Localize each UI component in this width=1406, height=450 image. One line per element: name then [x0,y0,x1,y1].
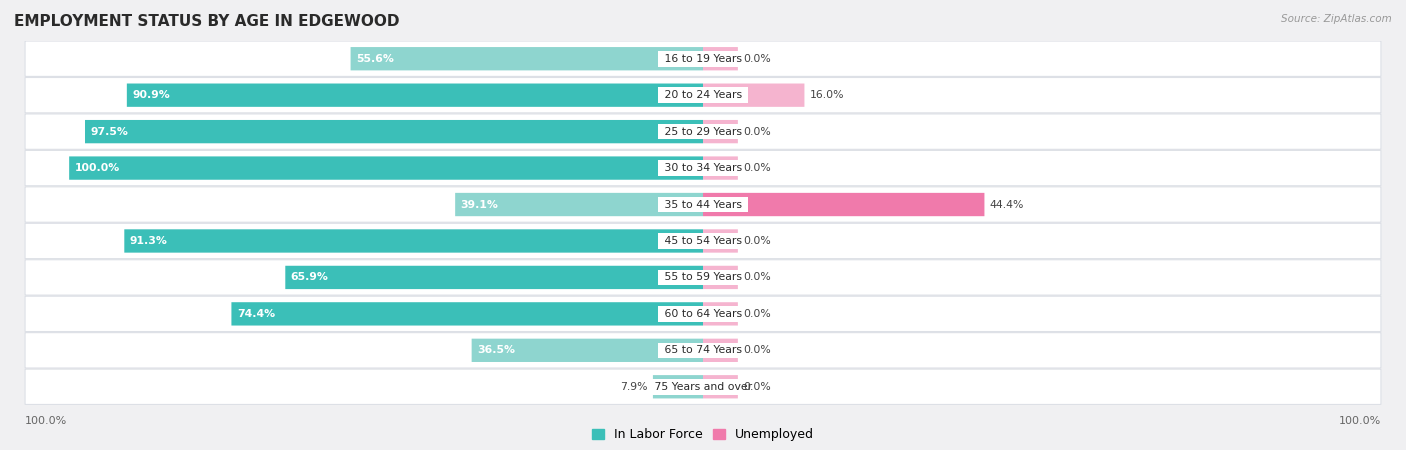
FancyBboxPatch shape [25,333,1381,368]
Text: 0.0%: 0.0% [744,163,770,173]
Text: 0.0%: 0.0% [744,309,770,319]
Legend: In Labor Force, Unemployed: In Labor Force, Unemployed [586,423,820,446]
FancyBboxPatch shape [25,296,1381,332]
Text: 100.0%: 100.0% [75,163,120,173]
FancyBboxPatch shape [703,375,738,398]
Text: 100.0%: 100.0% [1339,416,1381,426]
Text: Source: ZipAtlas.com: Source: ZipAtlas.com [1281,14,1392,23]
Text: 74.4%: 74.4% [238,309,276,319]
Text: 0.0%: 0.0% [744,272,770,283]
FancyBboxPatch shape [703,339,738,362]
Text: 39.1%: 39.1% [461,199,499,210]
FancyBboxPatch shape [471,339,703,362]
Text: 65 to 74 Years: 65 to 74 Years [661,345,745,356]
FancyBboxPatch shape [25,260,1381,295]
Text: 7.9%: 7.9% [620,382,647,392]
Text: 30 to 34 Years: 30 to 34 Years [661,163,745,173]
Text: 36.5%: 36.5% [477,345,515,356]
Text: 55.6%: 55.6% [356,54,394,64]
FancyBboxPatch shape [25,369,1381,405]
Text: 55 to 59 Years: 55 to 59 Years [661,272,745,283]
Text: 90.9%: 90.9% [132,90,170,100]
Text: 44.4%: 44.4% [990,199,1025,210]
FancyBboxPatch shape [25,150,1381,186]
Text: 65.9%: 65.9% [291,272,329,283]
FancyBboxPatch shape [84,120,703,143]
FancyBboxPatch shape [25,187,1381,222]
Text: 25 to 29 Years: 25 to 29 Years [661,126,745,137]
FancyBboxPatch shape [703,157,738,180]
FancyBboxPatch shape [703,266,738,289]
FancyBboxPatch shape [703,47,738,70]
FancyBboxPatch shape [456,193,703,216]
FancyBboxPatch shape [25,114,1381,149]
FancyBboxPatch shape [25,41,1381,76]
FancyBboxPatch shape [127,84,703,107]
Text: 100.0%: 100.0% [25,416,67,426]
FancyBboxPatch shape [703,120,738,143]
FancyBboxPatch shape [25,223,1381,259]
Text: 0.0%: 0.0% [744,382,770,392]
FancyBboxPatch shape [25,77,1381,113]
FancyBboxPatch shape [69,157,703,180]
FancyBboxPatch shape [703,84,804,107]
Text: 16.0%: 16.0% [810,90,845,100]
FancyBboxPatch shape [703,302,738,325]
Text: 20 to 24 Years: 20 to 24 Years [661,90,745,100]
Text: 16 to 19 Years: 16 to 19 Years [661,54,745,64]
FancyBboxPatch shape [350,47,703,70]
Text: 45 to 54 Years: 45 to 54 Years [661,236,745,246]
FancyBboxPatch shape [703,193,984,216]
Text: 75 Years and over: 75 Years and over [651,382,755,392]
Text: 91.3%: 91.3% [129,236,167,246]
Text: EMPLOYMENT STATUS BY AGE IN EDGEWOOD: EMPLOYMENT STATUS BY AGE IN EDGEWOOD [14,14,399,28]
Text: 0.0%: 0.0% [744,54,770,64]
Text: 0.0%: 0.0% [744,345,770,356]
Text: 35 to 44 Years: 35 to 44 Years [661,199,745,210]
FancyBboxPatch shape [124,230,703,252]
FancyBboxPatch shape [652,375,703,398]
Text: 0.0%: 0.0% [744,126,770,137]
Text: 60 to 64 Years: 60 to 64 Years [661,309,745,319]
FancyBboxPatch shape [232,302,703,325]
Text: 97.5%: 97.5% [90,126,128,137]
FancyBboxPatch shape [285,266,703,289]
FancyBboxPatch shape [703,230,738,252]
Text: 0.0%: 0.0% [744,236,770,246]
